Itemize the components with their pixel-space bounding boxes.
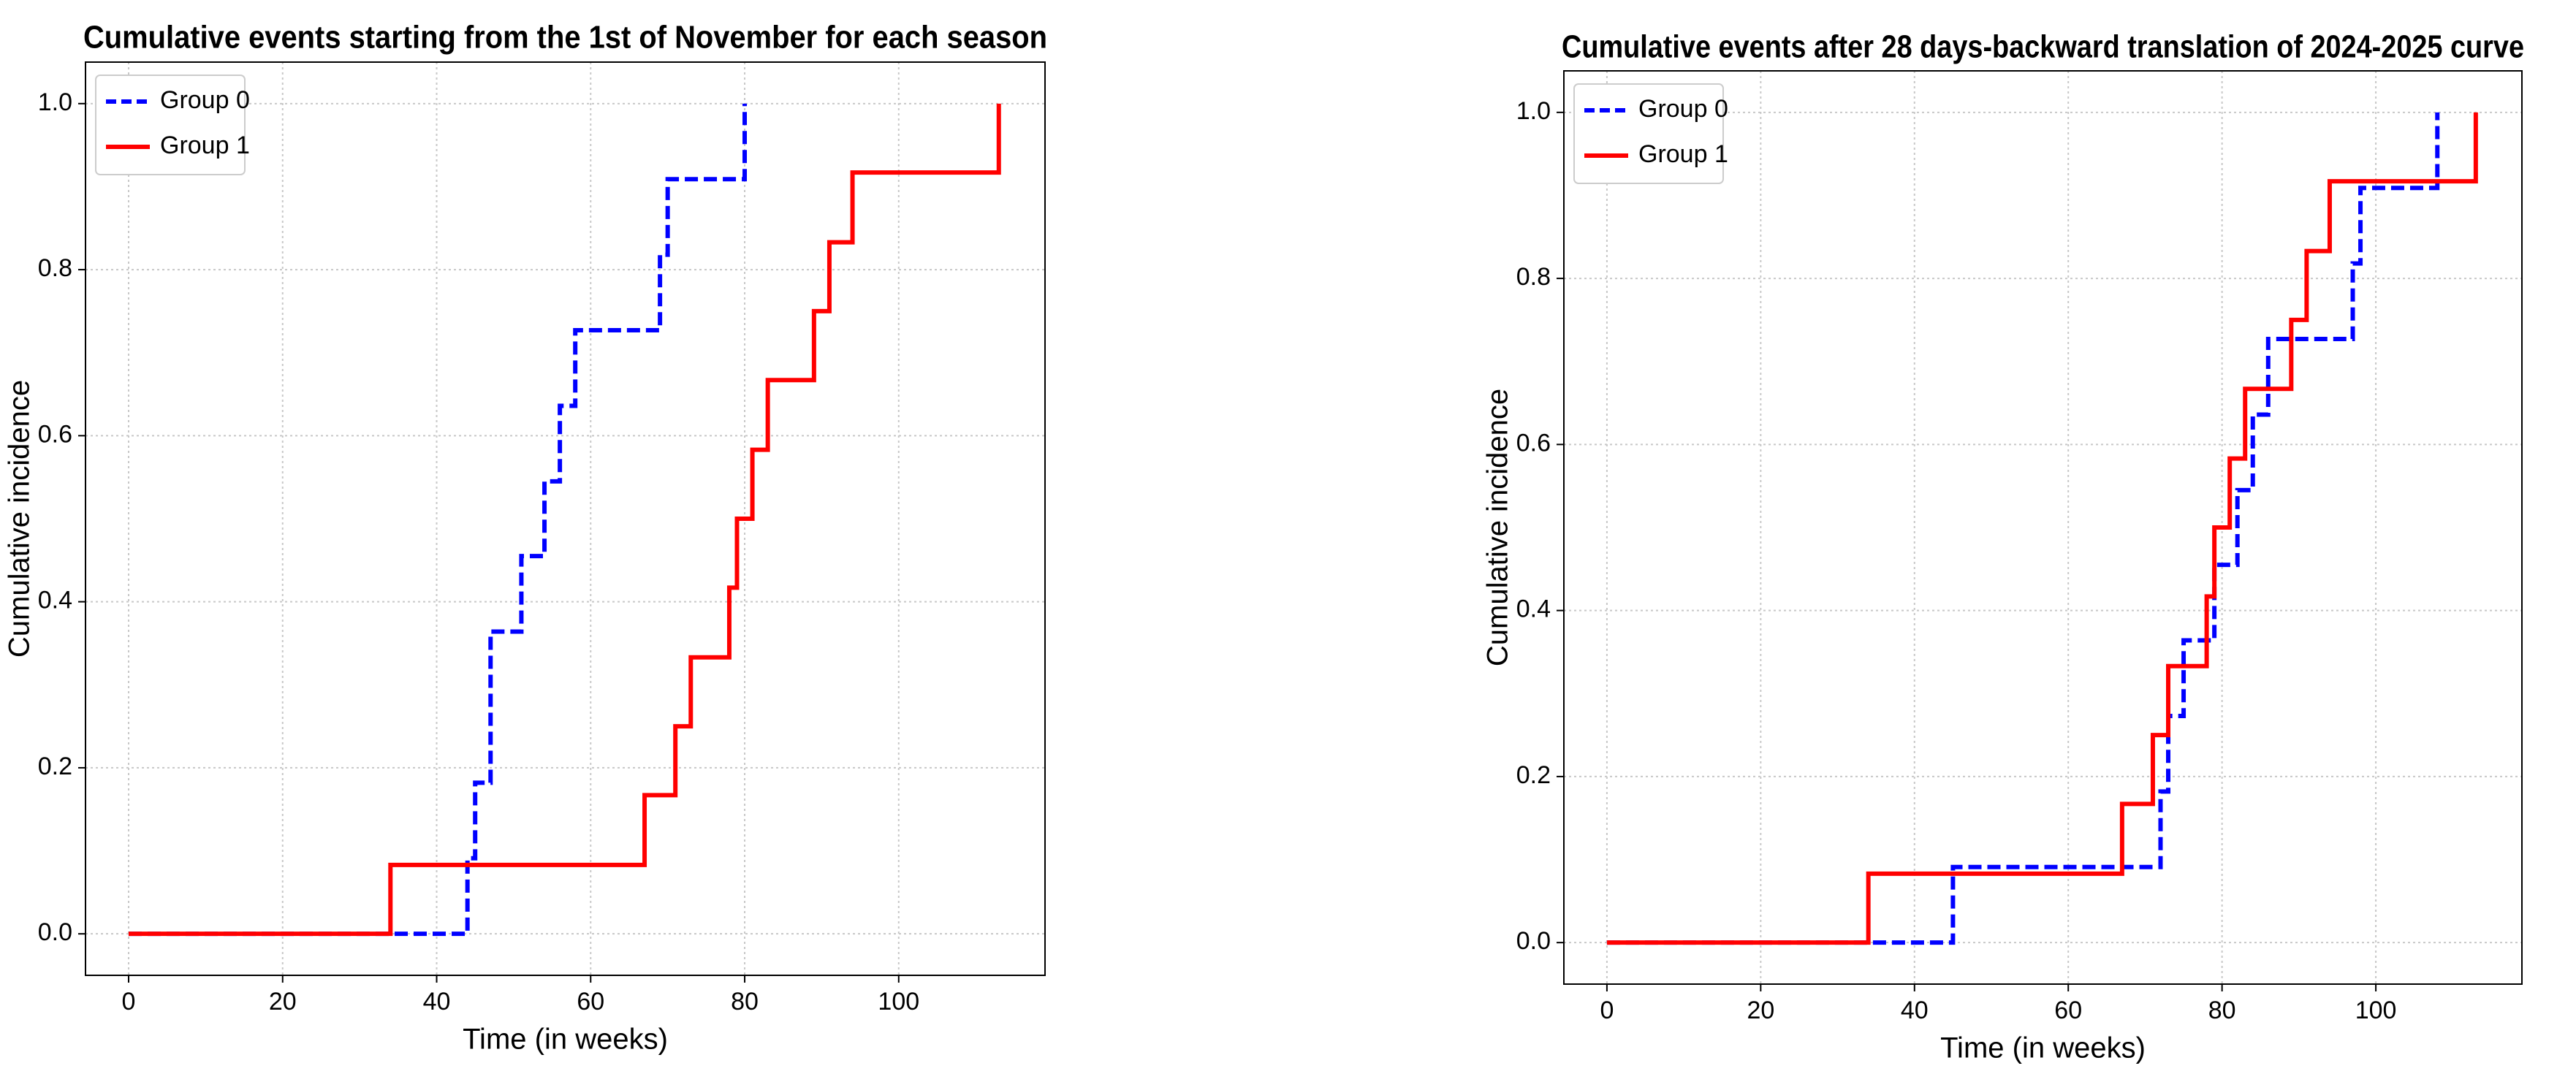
series-line	[1606, 112, 2440, 945]
legend-label: Group 1	[160, 132, 250, 159]
x-tick-label: 0	[122, 988, 136, 1016]
legend-box	[1573, 83, 1724, 184]
x-tick-label: 20	[1747, 997, 1774, 1024]
legend-label: Group 0	[1638, 95, 1728, 123]
x-axis-label: Time (in weeks)	[463, 1024, 668, 1056]
chart-title: Cumulative events after 28 days-backward…	[1562, 29, 2524, 65]
y-tick-label: 0.8	[1516, 263, 1551, 291]
x-axis-label: Time (in weeks)	[1940, 1032, 2146, 1064]
series-line	[1606, 112, 2478, 945]
x-tick-label: 80	[731, 988, 759, 1016]
y-tick-label: 0.2	[38, 753, 72, 780]
y-tick-label: 0.4	[38, 587, 72, 614]
legend-label: Group 0	[160, 86, 250, 114]
chart-title: Cumulative events starting from the 1st …	[83, 20, 1047, 56]
y-tick-label: 0.6	[38, 420, 72, 448]
legend: Group 0 Group 1	[1573, 83, 1728, 184]
y-tick-label: 0.0	[1516, 927, 1551, 955]
x-tick-label: 100	[2355, 997, 2397, 1024]
x-tick-label: 60	[577, 988, 604, 1016]
y-tick-label: 0.0	[38, 918, 72, 946]
y-tick-label: 0.6	[1516, 429, 1551, 457]
axes-frame	[1563, 70, 2523, 985]
y-tick-label: 1.0	[1516, 97, 1551, 125]
legend-box	[95, 75, 246, 175]
series-line	[129, 103, 748, 937]
x-tick-label: 40	[423, 988, 451, 1016]
y-tick-label: 0.8	[38, 254, 72, 282]
series-line	[129, 103, 1001, 937]
y-tick-label: 1.0	[38, 88, 72, 116]
legend: Group 0 Group 1	[95, 75, 250, 175]
x-tick-label: 0	[1600, 997, 1614, 1024]
axes-frame	[85, 61, 1046, 976]
x-tick-label: 60	[2054, 997, 2082, 1024]
x-tick-label: 40	[1901, 997, 1929, 1024]
y-axis-label: Cumulative incidence	[1482, 389, 1514, 666]
y-tick-label: 0.2	[1516, 761, 1551, 789]
x-tick-label: 100	[878, 988, 919, 1016]
y-axis-label: Cumulative incidence	[4, 380, 36, 658]
legend-label: Group 1	[1638, 140, 1728, 168]
chart: 0 20 40 60 80 100 0.0 0.2 0.4 0.6 0.8 1.0 Cumulative…	[1482, 29, 2524, 1064]
chart: 0 20 40 60 80 100 0.0 0.2 0.4 0.6 0.8 1.0 Cumulative…	[4, 20, 1047, 1056]
x-tick-label: 20	[269, 988, 297, 1016]
x-tick-label: 80	[2208, 997, 2236, 1024]
y-tick-label: 0.4	[1516, 595, 1551, 623]
